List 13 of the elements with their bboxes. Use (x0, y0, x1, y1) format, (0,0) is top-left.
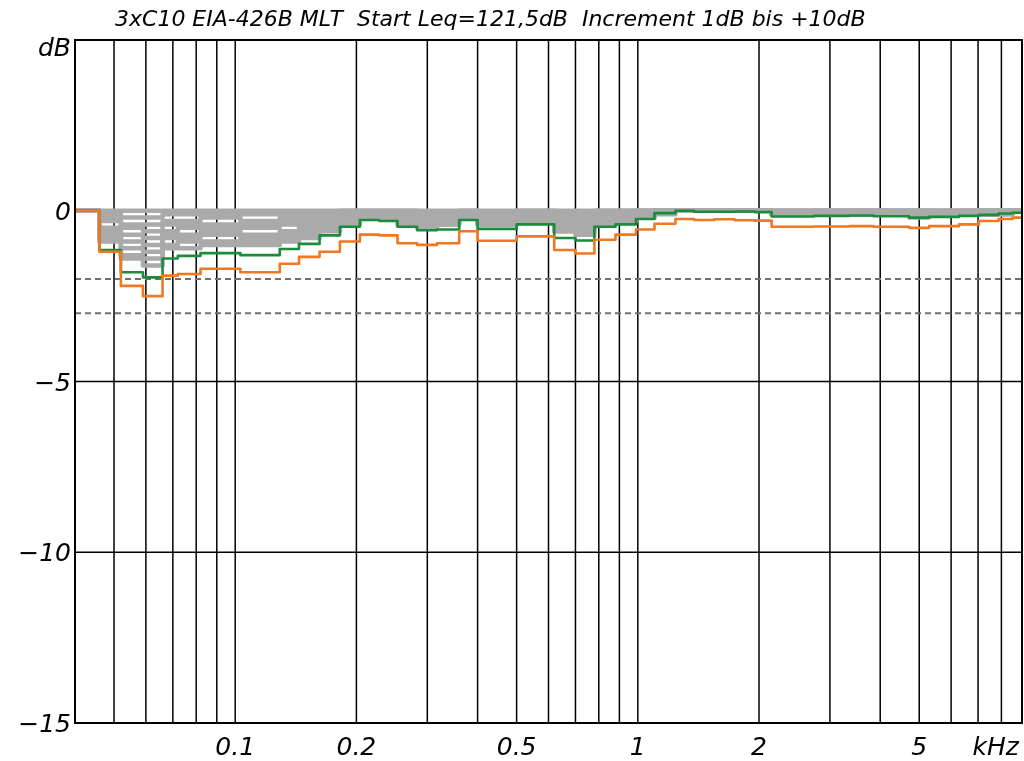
x-tick-label: 2 (751, 732, 767, 761)
y-tick-label: −5 (34, 367, 71, 397)
y-axis-title: dB (37, 33, 71, 62)
x-axis-title: kHz (972, 732, 1020, 761)
x-tick-label: 0.1 (215, 732, 256, 761)
y-tick-label: −15 (18, 709, 71, 738)
y-tick-label: −10 (18, 538, 71, 568)
x-tick-label: 0.2 (336, 732, 377, 761)
y-tick-label: 0 (55, 196, 71, 226)
x-tick-label: 5 (911, 732, 928, 761)
chart-title: 3xC10 EIA-426B MLT Start Leq=121,5dB Increment 1dB bis +10dB (115, 6, 866, 31)
x-tick-label: 0.5 (496, 732, 537, 761)
x-tick-label: 1 (629, 732, 646, 761)
